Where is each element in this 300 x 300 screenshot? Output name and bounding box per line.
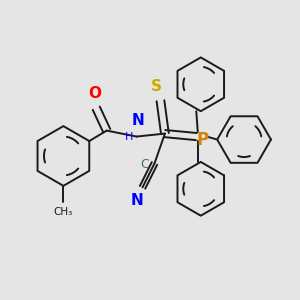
- Text: N: N: [131, 193, 143, 208]
- Text: N: N: [132, 113, 144, 128]
- Text: C: C: [140, 158, 149, 171]
- Text: S: S: [151, 79, 161, 94]
- Text: CH₃: CH₃: [54, 207, 73, 217]
- Text: H: H: [125, 132, 133, 142]
- Text: O: O: [88, 86, 101, 101]
- Text: P: P: [197, 130, 209, 148]
